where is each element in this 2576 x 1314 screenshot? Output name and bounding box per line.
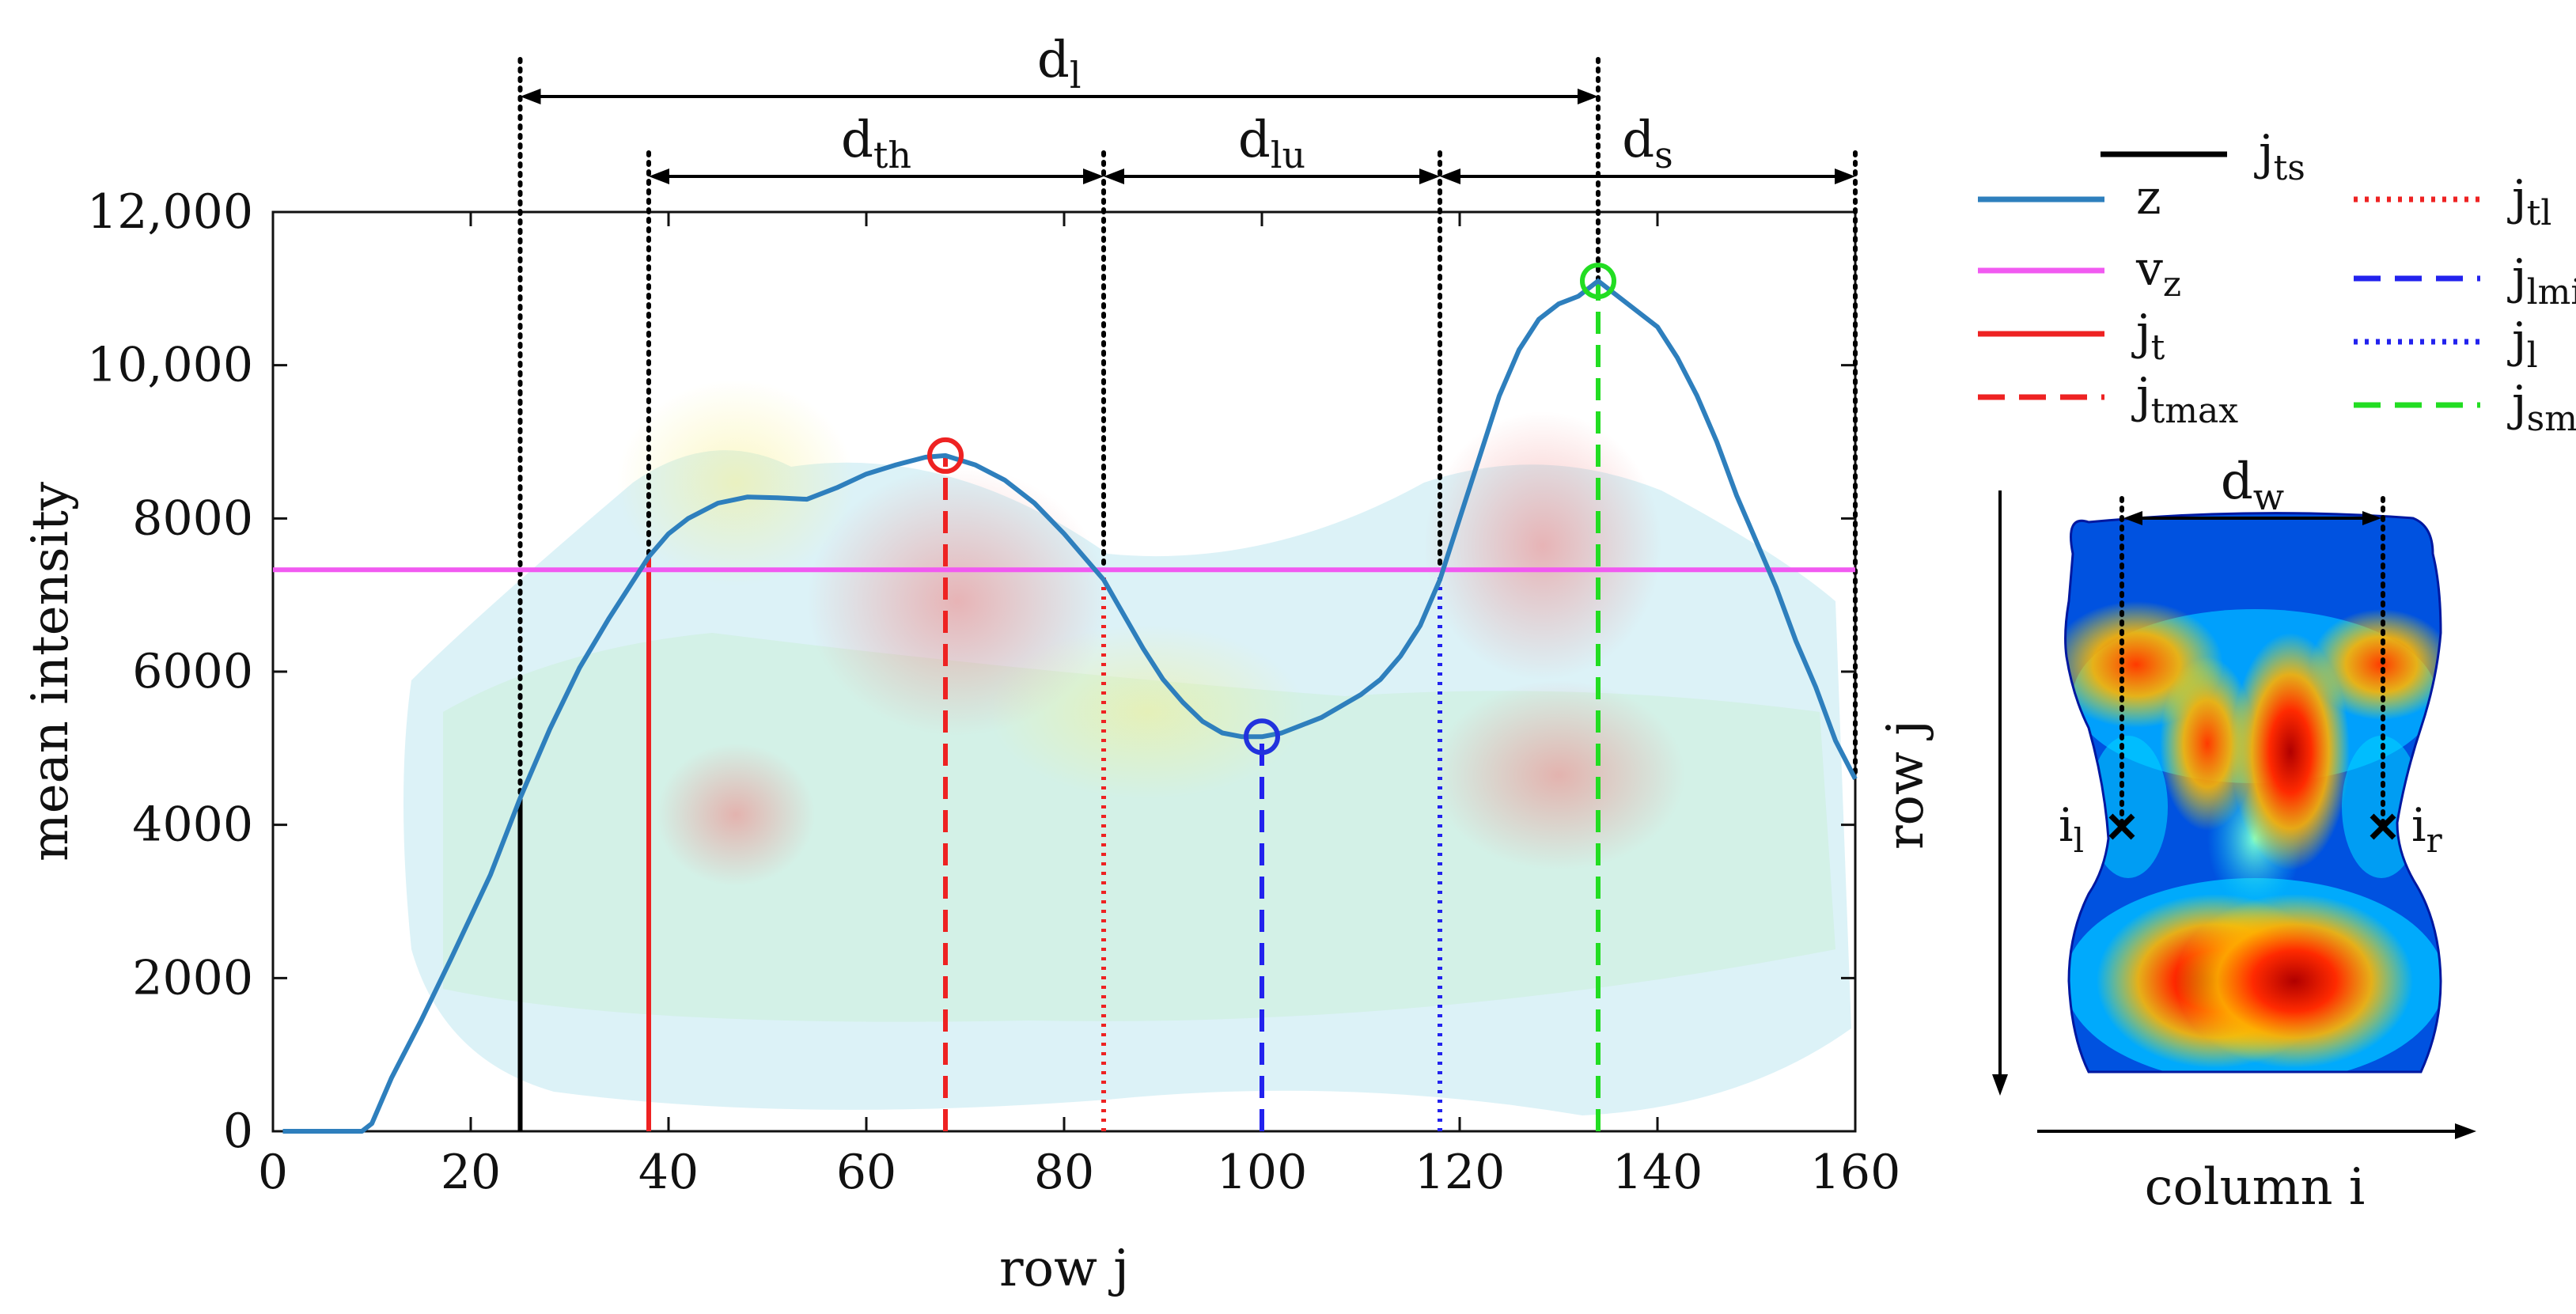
legend-label-v-z: vz <box>2135 241 2181 305</box>
heatmap-outline <box>2064 512 2442 1074</box>
y-axis-label: mean intensity <box>21 482 80 861</box>
y-tick-label: 2000 <box>132 950 253 1005</box>
width-arrow-right-head <box>2362 511 2381 525</box>
x-tick-label: 40 <box>638 1145 699 1200</box>
right-edge-label: ir <box>2411 798 2443 860</box>
x-tick-label: 140 <box>1612 1145 1703 1200</box>
vertical-markers <box>517 57 1858 1131</box>
legend-label-j-l: jl <box>2507 312 2538 376</box>
width-label: dw <box>2221 453 2284 518</box>
y-tick-label: 0 <box>223 1104 253 1159</box>
span-label-s: ds <box>1622 111 1673 176</box>
marker-tooth-peak <box>927 437 964 474</box>
left-edge-marker <box>2108 813 2135 840</box>
y-tick-label: 8000 <box>132 490 253 546</box>
heatmap-mid-right <box>2231 633 2350 870</box>
surface-peak-2 <box>617 380 854 585</box>
y-tick-label: 10,000 <box>87 338 253 393</box>
span-arrowhead-left <box>1104 169 1124 184</box>
span-arrowhead-left <box>649 169 669 184</box>
heatmap-side-left <box>2089 736 2168 878</box>
span-arrowhead-right <box>1083 169 1104 184</box>
span-arrowhead-right <box>1419 169 1440 184</box>
surface-peak-3 <box>1424 411 1661 680</box>
peak-markers <box>927 263 1616 755</box>
legend-label-j-smax: jsmax <box>2507 376 2576 439</box>
y-tick-label: 12,000 <box>87 184 253 240</box>
x-axis-label: row j <box>999 1240 1129 1298</box>
background-surface <box>403 380 1851 1115</box>
x-tick-label: 100 <box>1217 1145 1308 1200</box>
x-tick-label: 80 <box>1034 1145 1094 1200</box>
marker-lumbar-min <box>1244 718 1280 755</box>
left-edge-label: il <box>2059 798 2084 860</box>
span-label-l: dl <box>1037 31 1082 97</box>
series-z <box>282 278 1858 1134</box>
heatmap-panel: dw il ir row j column i <box>1877 453 2476 1217</box>
surface-peak-6 <box>989 625 1305 799</box>
width-arrow-left-head <box>2123 511 2142 525</box>
span-arrowhead-right <box>1578 89 1598 104</box>
y-tick-labels: 0 2000 4000 6000 8000 10,000 12,000 <box>87 184 253 1159</box>
span-arrowhead-right <box>1835 169 1855 184</box>
legend-label-z: z <box>2136 170 2161 225</box>
span-label-th: dth <box>841 111 911 176</box>
heatmap-lower-right <box>2176 894 2413 1068</box>
span-arrowhead-left <box>520 89 541 104</box>
column-axis-arrowhead <box>2455 1123 2476 1139</box>
x-tick-label: 20 <box>441 1145 501 1200</box>
surface-peak-4 <box>1432 680 1685 870</box>
marker-sacral-peak <box>1580 263 1616 300</box>
legend-label-j-tmax: jtmax <box>2131 368 2238 431</box>
series-lines <box>273 278 1858 1134</box>
heatmap-upper-right <box>2310 609 2441 720</box>
y-tick-label: 6000 <box>132 644 253 699</box>
distance-annotations: dl dth dlu ds <box>520 31 1855 184</box>
legend-label-j-t: jt <box>2131 305 2165 368</box>
span-label-lu: dlu <box>1238 111 1305 176</box>
x-tick-label: 0 <box>258 1145 288 1200</box>
x-tick-label: 160 <box>1810 1145 1901 1200</box>
heatmap-y-label: row j <box>1877 720 1935 850</box>
legend-label-j-tl: jtl <box>2507 170 2551 233</box>
legend: jts z jtl vz jlmin jt jl jtmax jsmax <box>1978 125 2576 439</box>
right-edge-marker <box>2370 813 2396 840</box>
surface-peak-5 <box>657 744 815 886</box>
span-arrowhead-left <box>1440 169 1460 184</box>
row-axis-arrowhead <box>1992 1074 2008 1096</box>
heatmap-mid-left <box>2160 657 2255 831</box>
heatmap-x-label: column i <box>2145 1158 2366 1217</box>
axis-ticks <box>271 210 1857 1133</box>
x-tick-labels: 0 20 40 60 80 100 120 140 160 <box>258 1145 1900 1200</box>
legend-label-j-lmin: jlmin <box>2507 249 2576 312</box>
y-tick-label: 4000 <box>132 797 253 853</box>
heatmap-image <box>2065 513 2441 1072</box>
x-tick-label: 120 <box>1415 1145 1506 1200</box>
legend-label-j-ts: jts <box>2254 125 2305 188</box>
x-tick-label: 60 <box>836 1145 896 1200</box>
